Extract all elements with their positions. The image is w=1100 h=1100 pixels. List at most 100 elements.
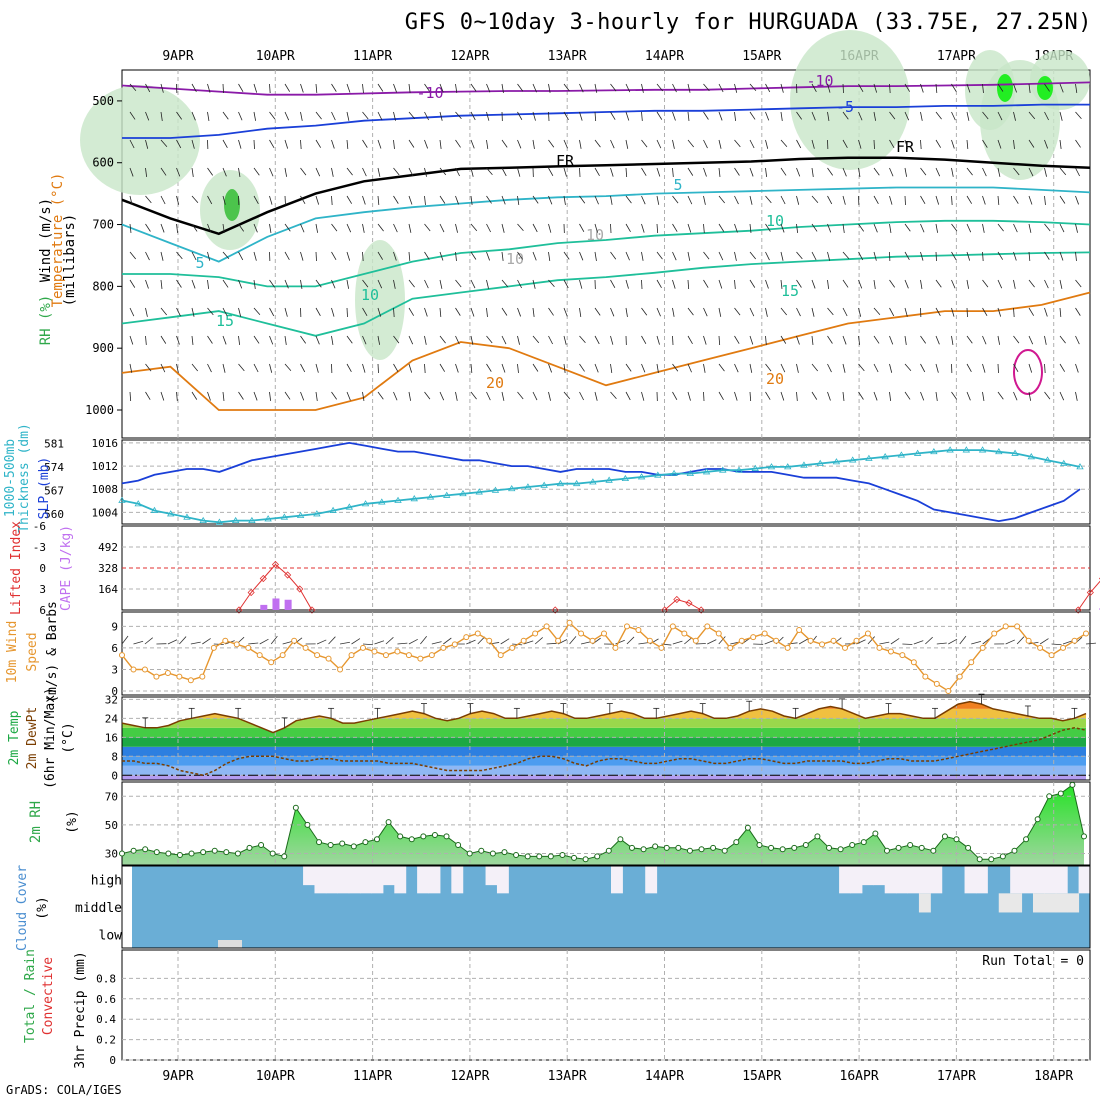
wind-barb	[641, 195, 646, 205]
rh-point	[802, 841, 809, 848]
wind-barb	[749, 167, 754, 177]
wind-barb	[548, 391, 551, 401]
wind-barb	[207, 83, 211, 93]
wind-barb	[470, 111, 476, 121]
wind-barb	[222, 139, 228, 149]
lifted-index-point	[284, 571, 292, 579]
wind-barb	[858, 279, 863, 289]
cape-tick-label: 328	[98, 562, 118, 575]
bottom-date-label: 17APR	[937, 1069, 976, 1084]
wind-barb	[439, 195, 446, 204]
wind-barb	[393, 83, 397, 93]
lifted-index-point	[673, 595, 681, 604]
wind-barb	[548, 167, 554, 177]
rh-point	[988, 856, 995, 863]
wind-barb	[534, 637, 543, 645]
wind-barb	[377, 111, 383, 121]
rh-point	[119, 850, 125, 857]
wind-barb	[346, 167, 353, 176]
wind-speed-point	[199, 673, 206, 680]
wind-barb	[455, 195, 459, 205]
wind-barb	[610, 167, 614, 177]
cloud-high-gap	[485, 866, 498, 886]
wind-barb	[687, 83, 691, 93]
wind-barb	[1075, 335, 1080, 345]
wind-barb	[377, 251, 384, 260]
wind-barb	[145, 391, 151, 400]
wind-barb	[532, 251, 537, 261]
wind-barb	[424, 307, 428, 317]
rh-shade-dark	[1037, 76, 1053, 100]
wind-barb	[997, 391, 1004, 400]
wind-barb	[579, 83, 584, 93]
contour-label: -10	[806, 72, 833, 90]
wind-barb	[238, 223, 245, 232]
bottom-date-label: 11APR	[353, 1069, 392, 1084]
ylabel-2m-temp: 2m Temp	[7, 710, 22, 765]
ylabel-cloud-unit: (%)	[35, 896, 50, 919]
wind-barb	[1059, 223, 1065, 233]
rh-point	[814, 833, 821, 840]
wind-barb	[889, 391, 892, 401]
wind-barb	[703, 251, 710, 260]
wind-barb	[408, 167, 414, 177]
wind-barb	[780, 83, 784, 93]
wind-barb	[144, 637, 153, 645]
temp-tick-label: 0	[111, 769, 118, 782]
wind-barb	[920, 195, 926, 204]
wind-barb	[811, 279, 816, 289]
wind-barb	[703, 195, 706, 205]
wind-barb	[703, 139, 708, 149]
li-tick-label: 0	[39, 562, 46, 575]
cloud-high-gap	[975, 866, 988, 894]
wind-barb	[718, 307, 722, 317]
cloud-high-gap	[1055, 866, 1068, 894]
rh-shade-dark	[997, 74, 1013, 102]
cloud-high-gap	[964, 866, 977, 894]
wind-barb	[486, 111, 490, 121]
wind-barb	[377, 279, 383, 289]
wind-barb	[879, 641, 890, 645]
wind-barb	[951, 251, 957, 260]
rh-point	[1034, 816, 1041, 823]
rh-point	[837, 846, 844, 853]
rh-point	[327, 841, 334, 848]
cloud-high-gap	[907, 866, 920, 894]
wind-barb	[207, 167, 214, 176]
wind-barb	[563, 83, 570, 92]
wind-barb	[902, 643, 913, 645]
wind-barb	[904, 111, 910, 121]
wind-barb	[1044, 83, 1050, 92]
wind-barb	[579, 335, 586, 344]
wind-barb	[160, 83, 164, 93]
cloud-high-gap	[1044, 866, 1057, 894]
wind-barb	[160, 335, 167, 344]
thickness-point	[654, 471, 662, 478]
wind-barb	[517, 195, 520, 205]
lifted-index-line	[238, 563, 313, 611]
cloud-high-gap	[1032, 866, 1045, 894]
ylabel-precip: 3hr Precip (mm)	[73, 951, 88, 1068]
wind-barb	[191, 111, 196, 121]
wind-barb	[501, 391, 505, 401]
thickness-point	[913, 449, 922, 456]
wind-barb	[331, 83, 337, 92]
wind-barb	[160, 363, 166, 373]
wind-barb	[656, 279, 662, 288]
y-tick-label: 800	[92, 279, 114, 293]
contour-label: 5	[195, 254, 204, 272]
wind-barb	[904, 335, 907, 345]
wind-barb	[889, 111, 896, 120]
wind-barb	[811, 223, 818, 232]
wind-barb	[951, 335, 954, 345]
wind-barb	[486, 307, 488, 317]
thickness-point	[296, 511, 305, 518]
wind-barb	[455, 251, 457, 261]
wind-barb	[827, 307, 834, 316]
wind-speed-point	[451, 641, 458, 648]
lifted-index-line	[664, 598, 702, 611]
wind-barb	[248, 642, 259, 645]
wind-barb	[842, 251, 850, 260]
wind-barb	[594, 363, 599, 373]
wind-barb	[765, 307, 768, 317]
